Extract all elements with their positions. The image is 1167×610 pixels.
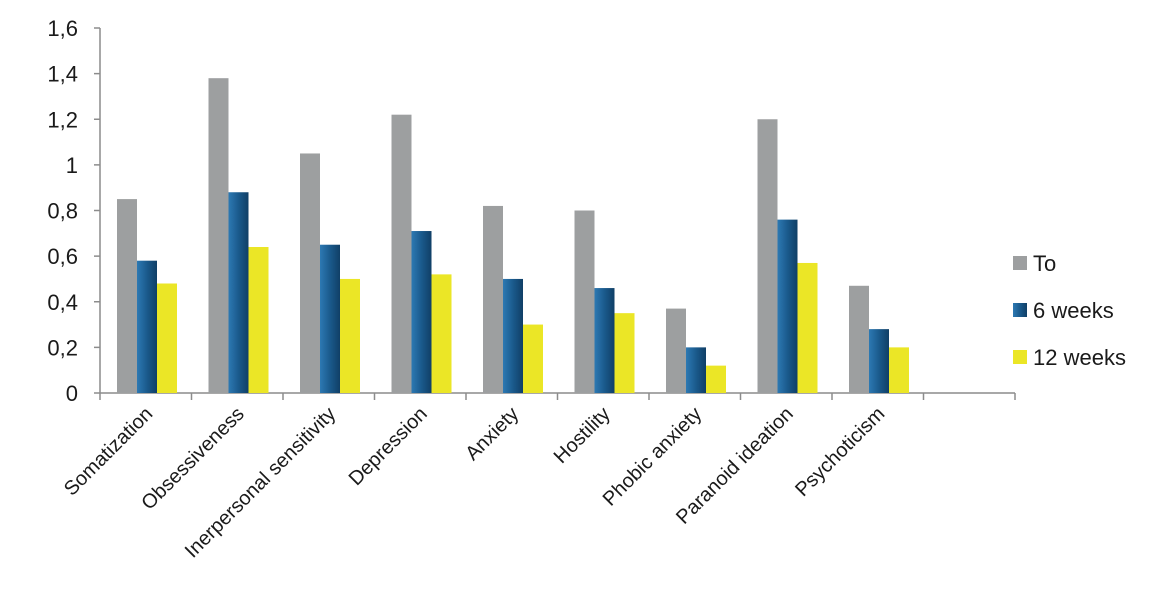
- bar-to: [391, 114, 412, 393]
- y-tick-label: 1,4: [47, 62, 78, 87]
- x-tick-label: Depression: [345, 403, 432, 490]
- bar-6-weeks: [869, 329, 889, 393]
- y-tick-label: 0,6: [47, 244, 78, 269]
- legend-swatch: [1013, 256, 1027, 270]
- bar-to: [757, 119, 778, 393]
- bar-to: [574, 210, 595, 393]
- legend: To 6 weeks 12 weeks: [1013, 251, 1126, 370]
- y-tick-label: 0,8: [47, 199, 78, 224]
- bar-12-weeks: [614, 313, 635, 393]
- bar-12-weeks: [431, 274, 452, 393]
- y-tick-label: 1: [66, 153, 78, 178]
- bar-6-weeks: [686, 347, 706, 393]
- y-tick-label: 0,4: [47, 290, 78, 315]
- x-tick-label: Somatization: [60, 403, 157, 500]
- bar-6-weeks: [777, 219, 798, 393]
- bar-12-weeks: [889, 347, 909, 393]
- bar-12-weeks: [340, 278, 360, 393]
- y-tick-label: 0: [66, 381, 78, 406]
- bar-to: [300, 153, 320, 393]
- x-tick-label: Inerpersonal sensitivity: [181, 403, 340, 562]
- x-tick-label: Anxiety: [461, 403, 523, 465]
- bar-6-weeks: [320, 244, 340, 393]
- y-tick-label: 1,2: [47, 107, 78, 132]
- bar-12-weeks: [706, 365, 726, 393]
- bar-to: [208, 78, 229, 393]
- bar-12-weeks: [248, 247, 269, 393]
- y-tick-label: 0,2: [47, 335, 78, 360]
- bar-12-weeks: [797, 262, 818, 393]
- y-tick-label: 1,6: [47, 16, 78, 41]
- bar-6-weeks: [411, 231, 432, 393]
- bar-12-weeks: [523, 324, 543, 393]
- legend-swatch: [1013, 350, 1027, 364]
- legend-label: 12 weeks: [1033, 345, 1126, 370]
- x-tick-label: Psychoticism: [791, 403, 889, 501]
- bars: [117, 78, 909, 393]
- bar-6-weeks: [503, 278, 523, 393]
- bar-to: [117, 199, 137, 393]
- bar-to: [483, 205, 503, 393]
- bar-6-weeks: [594, 288, 615, 393]
- bar-to: [849, 285, 869, 393]
- legend-swatch: [1013, 303, 1027, 317]
- x-tick-label: Hostility: [550, 403, 615, 468]
- legend-label: 6 weeks: [1033, 298, 1114, 323]
- bar-6-weeks: [228, 192, 249, 393]
- bar-to: [666, 308, 686, 393]
- bar-12-weeks: [157, 283, 177, 393]
- legend-label: To: [1033, 251, 1056, 276]
- y-axis: 0 0,2 0,4 0,6 0,8 1 1,2 1,4 1,6: [47, 16, 101, 406]
- bar-6-weeks: [137, 260, 157, 393]
